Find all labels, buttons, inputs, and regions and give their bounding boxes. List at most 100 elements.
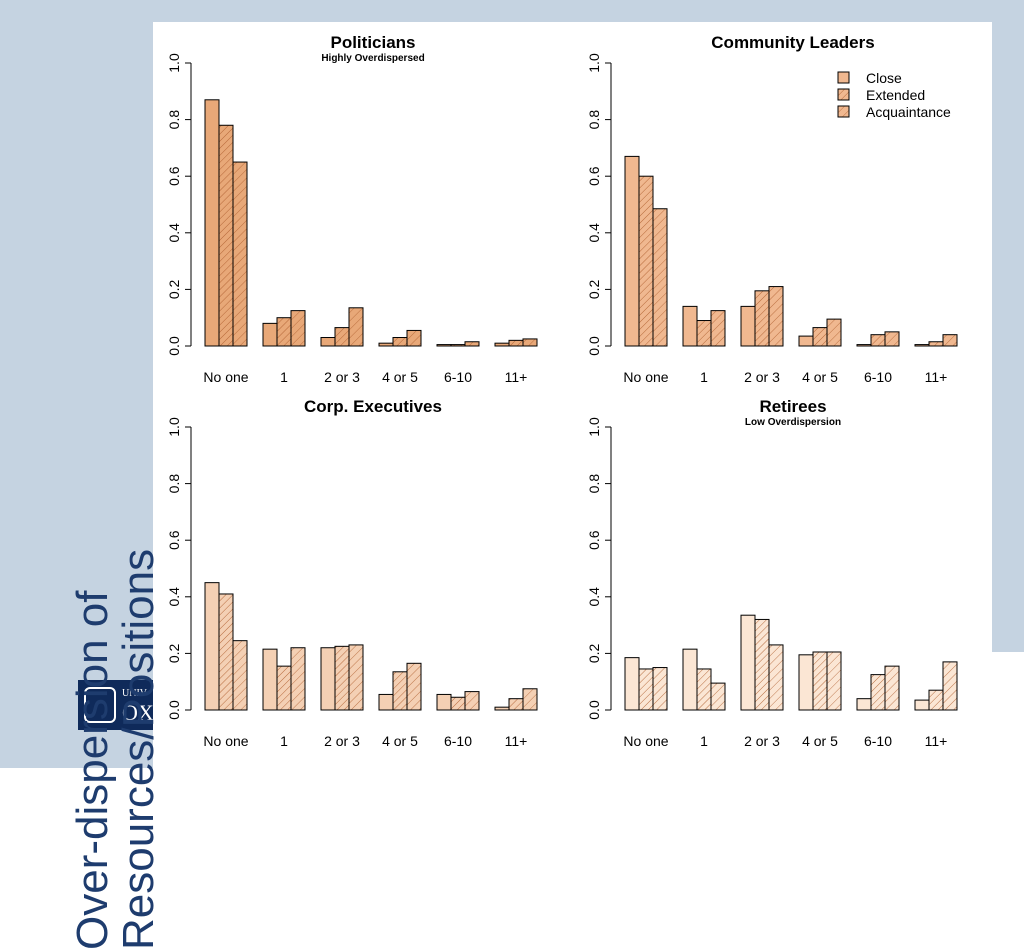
bar-close: [682, 648, 698, 711]
bar-close: [798, 335, 814, 347]
bar-close: [624, 657, 640, 711]
category-label: 11+: [505, 369, 528, 385]
bar-close: [378, 342, 394, 347]
chart-panel-1: Community Leaders 0.0 0.2 0.4 0.6 0.8 1.0 No on…: [586, 33, 958, 385]
bar-extended: [870, 674, 886, 711]
bar-close: [856, 344, 872, 347]
category-label: 4 or 5: [382, 369, 418, 385]
bar-acquaintance: [826, 651, 842, 711]
bar-acquaintance: [348, 644, 364, 711]
bar-acquaintance: [290, 647, 306, 711]
bar-acquaintance: [290, 310, 306, 347]
bar-extended: [450, 344, 466, 347]
category-label: No one: [203, 369, 248, 385]
y-tick-label: 0.6: [586, 166, 602, 186]
bar-acquaintance: [884, 665, 900, 711]
category-label: No one: [623, 369, 668, 385]
legend-swatch: [837, 71, 850, 84]
category-label: 1: [280, 369, 288, 385]
legend-label: Close: [866, 70, 902, 86]
bar-extended: [276, 665, 292, 711]
bar-acquaintance: [348, 307, 364, 347]
bar-close: [320, 647, 336, 711]
y-tick-label: 0.0: [166, 336, 182, 356]
category-label: 2 or 3: [744, 733, 780, 749]
crest-icon: [84, 687, 116, 723]
bar-extended: [276, 317, 292, 347]
bar-extended: [392, 671, 408, 711]
chart-title: Corp. Executives: [304, 397, 442, 416]
category-label: 11+: [925, 369, 948, 385]
logo-text-main: OX: [122, 700, 153, 725]
y-tick-label: 0.8: [166, 474, 182, 494]
slide-background-bottom-right: [992, 652, 1024, 768]
y-tick-label: 0.4: [586, 587, 602, 607]
bar-extended: [218, 124, 234, 347]
category-label: 4 or 5: [382, 733, 418, 749]
category-label: 2 or 3: [744, 369, 780, 385]
chart-panel-2: Corp. Executives 0.0 0.2 0.4 0.6 0.8 1.0 No one…: [166, 397, 538, 749]
bar-extended: [334, 327, 350, 347]
slide-background-right: [992, 0, 1024, 652]
y-tick-label: 1.0: [166, 417, 182, 437]
bar-close: [262, 322, 278, 347]
bar-extended: [508, 339, 524, 347]
bar-acquaintance: [652, 208, 668, 347]
bar-close: [682, 305, 698, 347]
bar-acquaintance: [710, 682, 726, 711]
legend-swatch: [837, 105, 850, 118]
chart-subtitle: Low Overdispersion: [745, 417, 841, 428]
bar-extended: [392, 337, 408, 347]
bar-acquaintance: [768, 286, 784, 347]
category-label: 1: [700, 733, 708, 749]
logo-text-top: UNIV: [122, 688, 147, 699]
bar-acquaintance: [942, 334, 958, 347]
y-tick-label: 0.6: [166, 166, 182, 186]
bar-close: [262, 648, 278, 711]
bar-extended: [754, 290, 770, 347]
bar-close: [494, 706, 510, 711]
bar-acquaintance: [522, 688, 538, 711]
bar-acquaintance: [464, 691, 480, 711]
category-label: No one: [203, 733, 248, 749]
bar-extended: [870, 334, 886, 347]
bar-acquaintance: [710, 310, 726, 347]
bar-acquaintance: [942, 661, 958, 711]
y-tick-label: 0.8: [586, 474, 602, 494]
bar-extended: [928, 341, 944, 347]
y-tick-label: 1.0: [166, 53, 182, 73]
bar-extended: [638, 668, 654, 711]
bar-extended: [696, 668, 712, 711]
bar-close: [856, 698, 872, 711]
category-label: 6-10: [864, 369, 892, 385]
y-tick-label: 0.0: [586, 336, 602, 356]
bar-close: [740, 614, 756, 711]
category-label: 1: [700, 369, 708, 385]
chart-panel: [153, 22, 992, 768]
bar-extended: [334, 645, 350, 711]
bar-close: [204, 99, 220, 347]
category-label: 11+: [505, 733, 528, 749]
bar-close: [914, 699, 930, 711]
bar-close: [914, 344, 930, 347]
bar-close: [378, 693, 394, 711]
chart-subtitle: Highly Overdispersed: [321, 53, 424, 64]
legend-label: Acquaintance: [866, 104, 951, 120]
bar-close: [624, 155, 640, 347]
bar-close: [320, 337, 336, 347]
bar-acquaintance: [232, 640, 248, 711]
category-label: 4 or 5: [802, 369, 838, 385]
bar-acquaintance: [884, 331, 900, 347]
y-tick-label: 1.0: [586, 417, 602, 437]
category-label: 2 or 3: [324, 733, 360, 749]
bar-acquaintance: [522, 338, 538, 347]
bar-close: [740, 305, 756, 347]
bar-extended: [812, 327, 828, 347]
category-label: 6-10: [444, 733, 472, 749]
category-label: 6-10: [864, 733, 892, 749]
bar-extended: [812, 651, 828, 711]
bar-extended: [696, 320, 712, 347]
y-tick-label: 0.4: [166, 223, 182, 243]
